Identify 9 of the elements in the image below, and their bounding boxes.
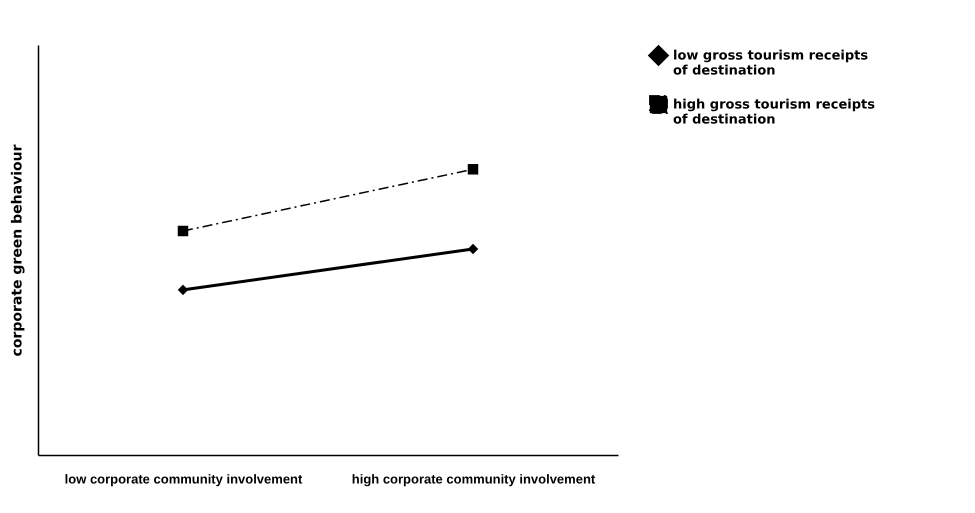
- point: [468, 164, 478, 175]
- legend-label: high gross tourism receipts of destination: [673, 98, 876, 128]
- legend-label: low gross tourism receipts of destination: [673, 48, 868, 78]
- y-axis-title: corporate green behaviour: [10, 144, 26, 356]
- point: [178, 284, 188, 296]
- x-tick-label: low corporate community involvement: [64, 472, 303, 486]
- point: [178, 226, 188, 236]
- point: [468, 244, 478, 254]
- x-tick-label: high corporate community involvement: [352, 472, 596, 486]
